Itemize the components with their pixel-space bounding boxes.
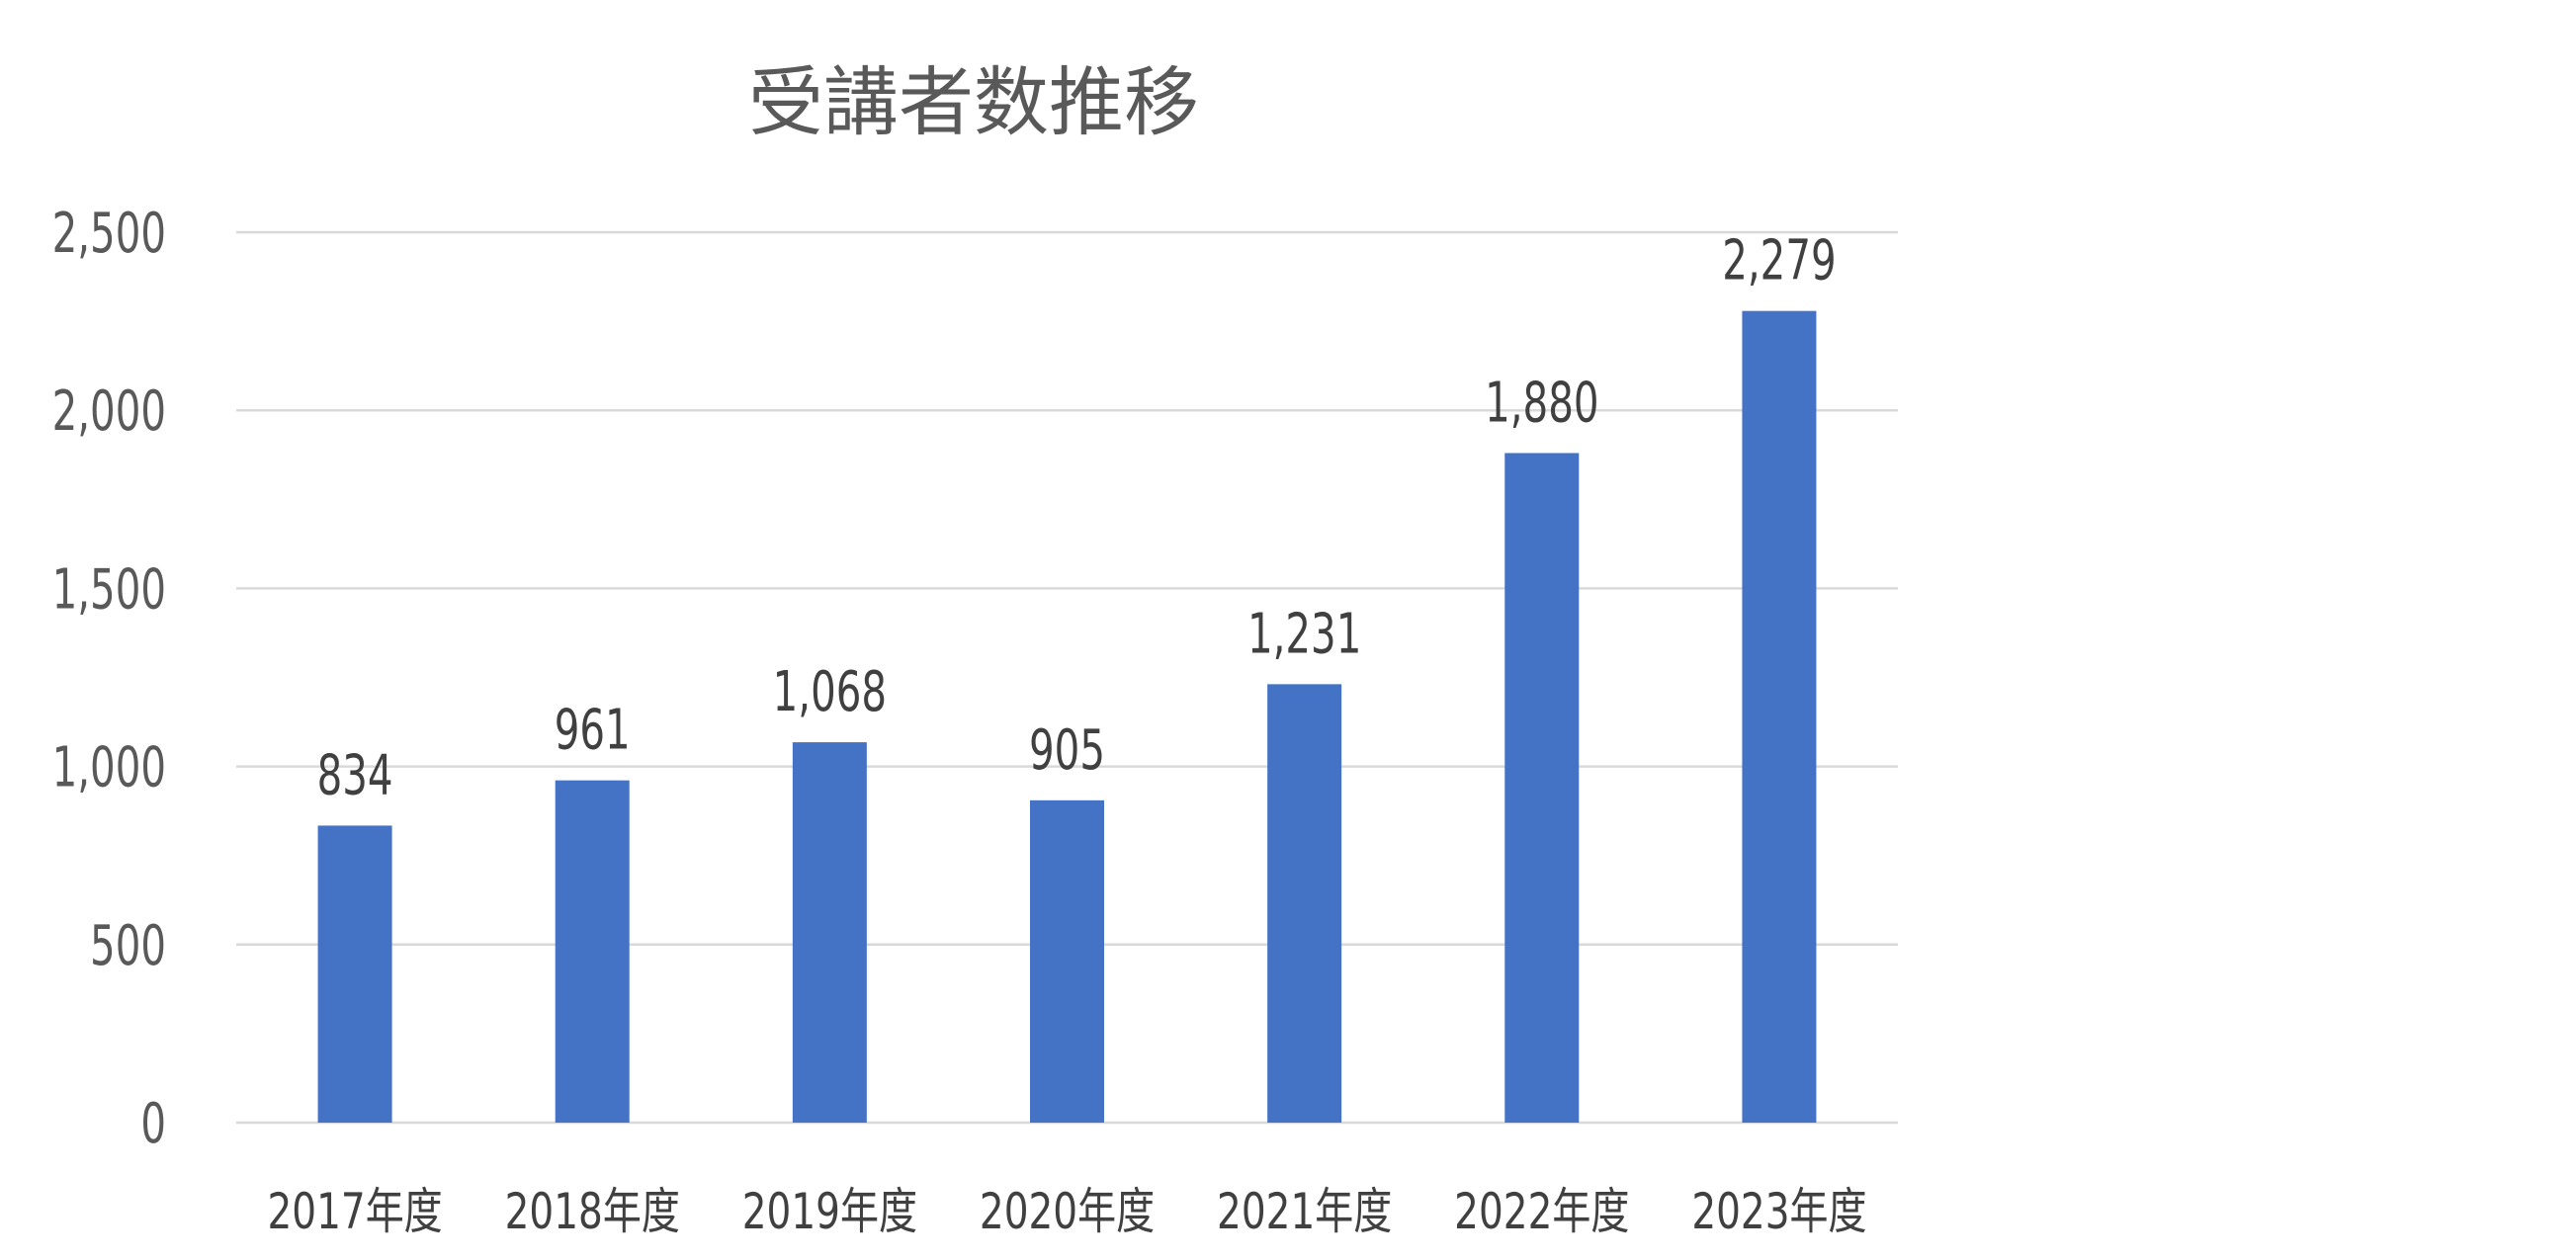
data-label: 2,279: [1722, 228, 1836, 293]
y-tick-label: 1,500: [52, 557, 166, 622]
y-tick-label: 2,500: [52, 201, 166, 265]
bar-2018年度: [555, 780, 630, 1123]
data-label: 1,068: [773, 659, 887, 723]
x-tick-label: 2018年度: [505, 1182, 680, 1240]
data-label: 1,231: [1247, 602, 1361, 666]
data-label: 834: [317, 743, 393, 807]
x-tick-label: 2019年度: [742, 1182, 917, 1240]
bar-2019年度: [792, 742, 867, 1123]
y-tick-label: 0: [140, 1091, 166, 1155]
bar-2023年度: [1742, 310, 1817, 1123]
x-tick-label: 2021年度: [1217, 1182, 1392, 1240]
bar-2022年度: [1504, 453, 1580, 1123]
data-label: 961: [555, 698, 631, 762]
bar-2017年度: [317, 825, 392, 1123]
x-tick-label: 2022年度: [1454, 1182, 1629, 1240]
x-tick-label: 2020年度: [980, 1182, 1155, 1240]
bar-2020年度: [1030, 799, 1104, 1123]
chart-title: 受講者数推移: [748, 58, 1199, 146]
x-tick-label: 2017年度: [267, 1182, 442, 1240]
data-label: 1,880: [1485, 371, 1598, 435]
data-label: 905: [1029, 717, 1105, 782]
bar-2021年度: [1267, 684, 1342, 1123]
x-tick-label: 2023年度: [1691, 1182, 1866, 1240]
y-tick-label: 500: [90, 913, 166, 977]
y-tick-label: 1,000: [52, 735, 166, 799]
y-tick-label: 2,000: [52, 379, 166, 444]
